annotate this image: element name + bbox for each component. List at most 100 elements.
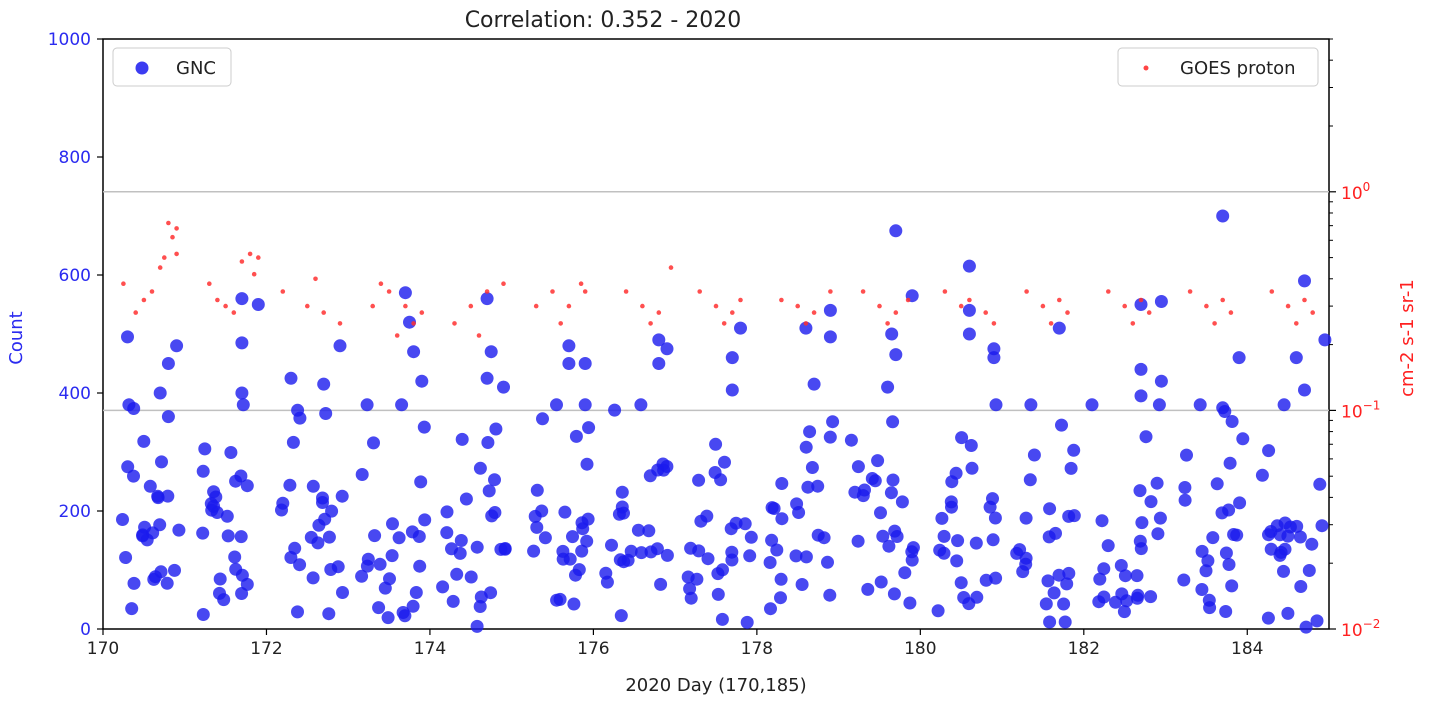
gnc-point — [1153, 511, 1167, 525]
goes-point — [170, 234, 175, 240]
gnc-point — [1023, 473, 1037, 487]
goes-point — [174, 226, 179, 231]
gnc-point — [127, 576, 141, 590]
gnc-point — [1262, 528, 1275, 542]
gnc-point — [381, 611, 395, 625]
gnc-point — [652, 357, 666, 370]
gnc-point — [527, 544, 541, 558]
gnc-point — [988, 511, 1002, 525]
goes-point — [803, 321, 809, 326]
gnc-point — [1097, 562, 1111, 576]
gnc-point — [807, 377, 821, 391]
gnc-point — [634, 398, 648, 412]
gnc-point — [660, 342, 674, 356]
legend-goes: GOES proton — [1117, 47, 1319, 87]
gnc-point — [494, 542, 508, 556]
gnc-point — [336, 586, 349, 599]
gnc-point — [251, 298, 265, 311]
gnc-point — [1115, 587, 1129, 601]
gnc-point — [718, 455, 731, 469]
gnc-point — [725, 553, 739, 567]
gnc-point — [844, 433, 858, 447]
gnc-point — [764, 602, 777, 616]
gnc-point — [240, 479, 254, 493]
gnc-point — [874, 575, 888, 589]
gnc-point — [322, 530, 336, 544]
gnc-point — [562, 339, 576, 353]
gnc-point — [368, 529, 382, 543]
gnc-point — [153, 386, 167, 400]
goes-proton-series — [121, 220, 1315, 338]
gnc-point — [962, 303, 976, 317]
gnc-point — [692, 544, 706, 558]
gnc-point — [1052, 321, 1066, 335]
gnc-point — [355, 569, 369, 583]
gnc-point — [1313, 477, 1327, 491]
chart-title: Correlation: 0.352 - 2020 — [465, 8, 742, 33]
gnc-point — [1133, 484, 1147, 498]
gnc-point — [1134, 389, 1148, 403]
gnc-point — [811, 479, 825, 493]
gnc-point — [965, 461, 979, 475]
gnc-point — [480, 371, 494, 385]
gnc-point — [581, 512, 595, 526]
goes-point — [738, 297, 743, 303]
y-left-tick-label: 800 — [59, 148, 91, 168]
gnc-point — [1298, 383, 1311, 397]
gnc-point — [605, 538, 618, 552]
y-right-tick-label: 10−1 — [1341, 398, 1380, 422]
goes-point — [207, 281, 212, 287]
gnc-point — [1144, 495, 1158, 509]
gnc-point — [1277, 398, 1291, 412]
gnc-point — [228, 550, 242, 564]
gnc-point — [116, 513, 129, 526]
goes-point — [1130, 321, 1136, 326]
gnc-point — [789, 549, 803, 563]
goes-point — [419, 310, 425, 315]
gnc-point — [1261, 611, 1275, 625]
gnc-point — [795, 578, 809, 591]
gnc-point — [692, 473, 706, 487]
gnc-point — [887, 587, 901, 601]
gnc-point — [489, 422, 503, 436]
goes-point — [942, 289, 948, 294]
goes-point — [1310, 310, 1315, 315]
gnc-point — [1230, 528, 1244, 542]
gnc-point — [1262, 444, 1276, 458]
gnc-point — [725, 383, 739, 397]
gnc-point — [161, 357, 175, 370]
gnc-point — [412, 530, 426, 543]
gnc-point — [406, 599, 420, 613]
gnc-point — [1294, 580, 1308, 593]
gnc-point — [986, 492, 999, 506]
gnc-point — [1093, 572, 1107, 586]
gnc-point — [851, 534, 865, 548]
gnc-point — [1043, 502, 1057, 516]
gnc-point — [473, 461, 487, 475]
gnc-point — [1085, 398, 1099, 412]
gnc-point — [1178, 481, 1192, 494]
gnc-point — [464, 570, 478, 584]
gnc-point — [567, 597, 581, 611]
goes-point — [1138, 297, 1144, 303]
gnc-point — [556, 544, 570, 558]
gnc-point — [851, 460, 865, 474]
gnc-point — [333, 339, 347, 353]
gnc-point — [566, 530, 579, 544]
goes-point — [1048, 321, 1054, 326]
gnc-point — [121, 330, 134, 344]
gnc-point — [455, 432, 469, 446]
goes-point — [239, 259, 245, 264]
goes-point — [578, 281, 584, 287]
gnc-point — [1154, 374, 1168, 388]
gnc-point — [694, 514, 708, 528]
gnc-point — [1199, 564, 1213, 578]
goes-point — [582, 289, 588, 294]
gnc-point — [889, 224, 903, 238]
gnc-point — [989, 398, 1003, 412]
gnc-point — [1305, 537, 1319, 551]
gnc-point — [125, 602, 139, 616]
goes-point — [476, 333, 482, 338]
y-left-tick-label: 1000 — [48, 30, 91, 50]
goes-point — [648, 321, 653, 326]
